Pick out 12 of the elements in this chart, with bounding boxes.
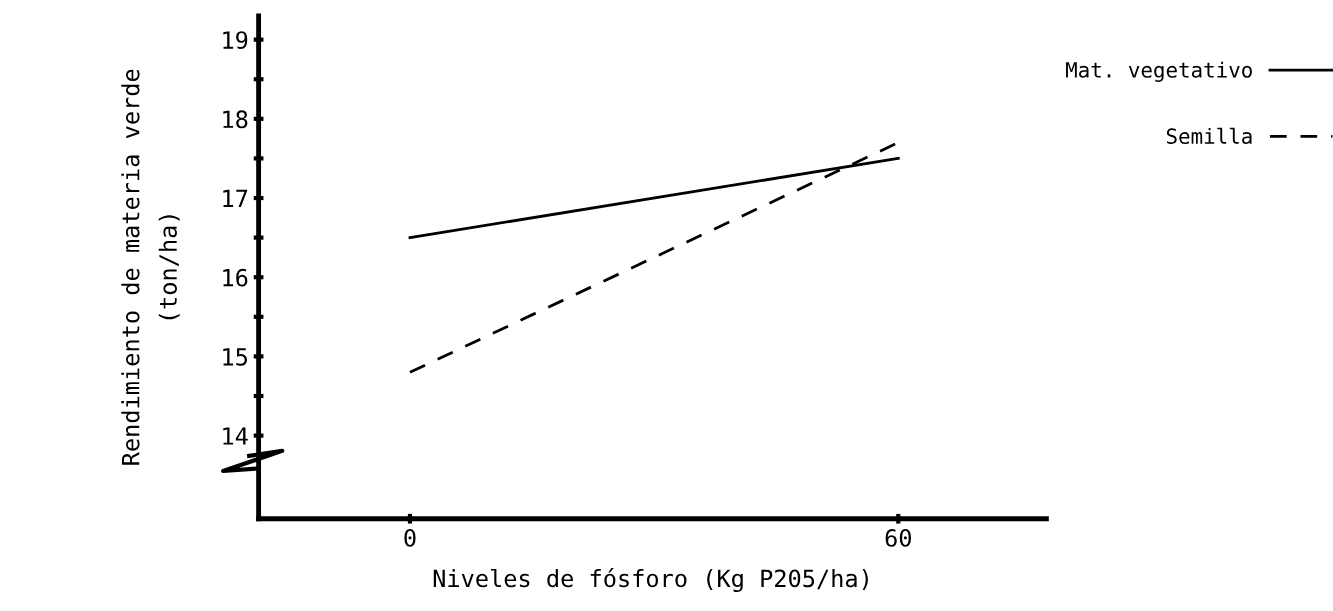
x-axis-title: Niveles de fósforo (Kg P205/ha) bbox=[433, 568, 868, 593]
legend-label: Mat. vegetativo bbox=[1066, 61, 1252, 82]
y-tick-label: 16 bbox=[223, 268, 248, 287]
x-tick-label: 60 bbox=[885, 529, 911, 547]
legend-label: Semilla bbox=[1166, 127, 1252, 145]
y-tick-label: 17 bbox=[223, 189, 248, 208]
y-tick-label: 15 bbox=[223, 348, 247, 366]
x-tick-label: 0 bbox=[404, 529, 416, 547]
y-tick-label: 18 bbox=[223, 110, 248, 129]
y-tick-label: 14 bbox=[223, 427, 248, 445]
y-axis-title: Rendimiento de materia verde (ton/ha) bbox=[121, 69, 180, 465]
y-tick-label: 19 bbox=[223, 31, 248, 50]
